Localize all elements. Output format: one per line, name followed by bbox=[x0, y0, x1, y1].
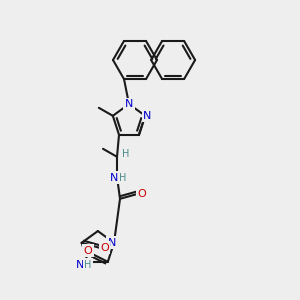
Text: H: H bbox=[122, 149, 130, 159]
Text: N: N bbox=[108, 238, 116, 248]
Text: N: N bbox=[143, 111, 152, 121]
Text: N: N bbox=[110, 173, 118, 183]
Text: O: O bbox=[83, 246, 92, 256]
Text: H: H bbox=[84, 260, 92, 270]
Text: H: H bbox=[119, 173, 127, 183]
Text: N: N bbox=[125, 99, 133, 109]
Text: O: O bbox=[138, 189, 146, 199]
Text: N: N bbox=[76, 260, 84, 270]
Text: O: O bbox=[100, 243, 109, 253]
